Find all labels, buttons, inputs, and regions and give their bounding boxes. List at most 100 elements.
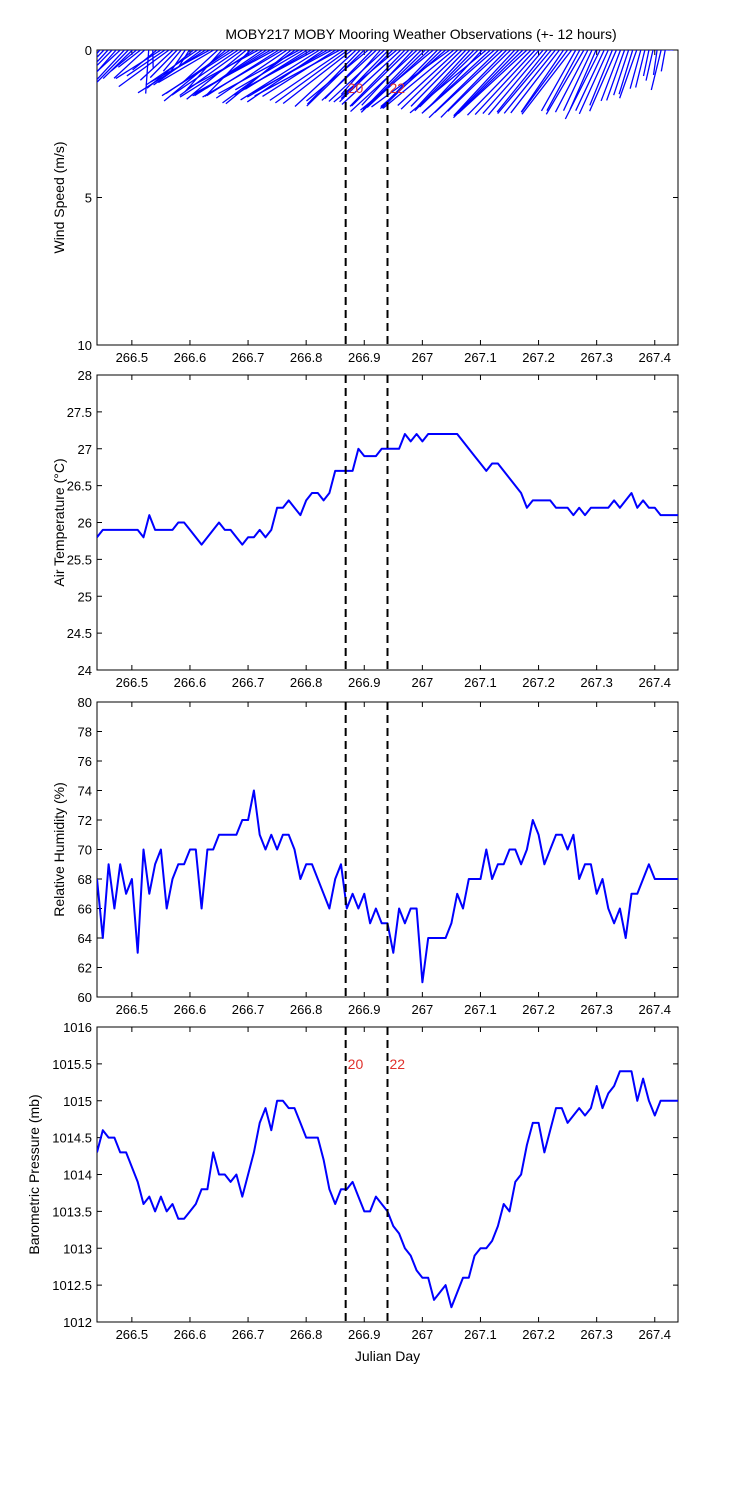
wind-stick <box>118 50 170 88</box>
y-tick-label: 66 <box>78 902 92 917</box>
x-axis-label: Julian Day <box>355 1348 420 1364</box>
x-tick-label: 267.1 <box>464 675 497 690</box>
x-tick-label: 266.7 <box>232 1002 265 1017</box>
wind-stick <box>496 50 548 113</box>
wind-stick <box>215 50 288 99</box>
wind-stick <box>380 50 447 108</box>
wind-stick <box>440 50 508 118</box>
y-tick-label: 60 <box>78 990 92 1005</box>
panel-3: 266.5 266.6 266.7 266.8 266.9 267 267.1 267.2 26… <box>51 695 679 1017</box>
x-tick-label: 266.6 <box>174 1327 207 1342</box>
wind-stick <box>382 50 455 109</box>
marker-label: 20 <box>348 1056 364 1072</box>
plot-area <box>97 433 678 546</box>
wind-stick <box>350 50 418 113</box>
x-tick-label: 266.6 <box>174 675 207 690</box>
wind-stick <box>360 50 434 111</box>
panel-2: 266.5 266.6 266.7 266.8 266.9 267 267.1 267.2 26… <box>51 368 679 690</box>
y-tick-label: 25 <box>78 589 92 604</box>
y-tick-label: 26.5 <box>67 479 92 494</box>
wind-stick <box>333 50 398 103</box>
wind-stick <box>163 50 227 102</box>
plot-area <box>97 50 674 120</box>
wind-stick <box>520 50 565 113</box>
wind-stick <box>562 50 593 111</box>
wind-stick <box>306 50 369 102</box>
x-tick-label: 266.8 <box>290 1002 323 1017</box>
x-tick-label: 267.1 <box>464 350 497 365</box>
wind-stick <box>400 50 463 110</box>
y-tick-label: 27 <box>78 442 92 457</box>
x-tick-label: 267 <box>412 350 434 365</box>
data-line <box>97 433 678 546</box>
y-tick-label: 1013 <box>63 1241 92 1256</box>
y-tick-label: 1015.5 <box>52 1057 92 1072</box>
wind-stick <box>618 50 634 95</box>
x-tick-label: 266.7 <box>232 675 265 690</box>
x-tick-label: 266.9 <box>348 675 381 690</box>
wind-stick <box>157 50 215 84</box>
wind-stick <box>434 50 503 114</box>
wind-stick <box>613 50 630 96</box>
wind-stick <box>466 50 532 116</box>
wind-stick <box>117 50 141 68</box>
wind-stick <box>629 50 642 89</box>
wind-stick <box>193 50 276 95</box>
wind-stick <box>664 50 674 51</box>
wind-stick <box>417 50 471 107</box>
x-tick-label: 267.1 <box>464 1327 497 1342</box>
wind-stick <box>650 50 662 91</box>
wind-stick <box>645 50 654 81</box>
wind-stick <box>269 50 345 101</box>
wind-stick <box>447 50 512 112</box>
wind-stick <box>275 50 349 104</box>
wind-stick <box>97 50 117 73</box>
wind-stick <box>349 50 406 107</box>
x-tick-label: 267.4 <box>638 675 671 690</box>
wind-stick <box>306 50 361 105</box>
x-tick-label: 266.9 <box>348 1002 381 1017</box>
y-tick-label: 5 <box>85 191 92 206</box>
wind-stick <box>503 50 556 114</box>
x-tick-label: 267.3 <box>580 1327 613 1342</box>
wind-stick <box>218 50 300 95</box>
wind-stick <box>321 50 377 101</box>
x-tick-label: 266.5 <box>116 675 149 690</box>
wind-stick <box>474 50 536 115</box>
y-tick-label: 1012 <box>63 1315 92 1330</box>
x-tick-label: 267.3 <box>580 675 613 690</box>
wind-stick <box>181 50 219 84</box>
y-tick-label: 24.5 <box>67 626 92 641</box>
panel-4: 266.5 266.6 266.7 266.8 266.9 267 267.1 267.2 26… <box>26 1020 679 1364</box>
wind-stick <box>660 50 670 51</box>
wind-stick <box>202 50 284 98</box>
y-tick-label: 70 <box>78 843 92 858</box>
wind-stick <box>540 50 577 112</box>
wind-stick <box>410 50 467 107</box>
y-axis-label: Air Temperature (°C) <box>51 458 67 586</box>
wind-stick <box>521 50 573 115</box>
wind-stick <box>328 50 386 102</box>
y-tick-label: 1013.5 <box>52 1204 92 1219</box>
wind-stick <box>482 50 540 115</box>
wind-stick <box>161 50 235 97</box>
wind-stick <box>171 50 239 96</box>
x-tick-label: 266.6 <box>174 1002 207 1017</box>
wind-stick <box>262 50 337 97</box>
wind-stick <box>554 50 589 113</box>
wind-stick <box>545 50 585 115</box>
wind-stick <box>115 50 162 80</box>
wind-stick <box>589 50 613 106</box>
wind-stick <box>575 50 605 111</box>
x-tick-label: 266.5 <box>116 1002 149 1017</box>
wind-stick <box>642 50 650 77</box>
wind-stick <box>569 50 597 110</box>
x-tick-label: 267.4 <box>638 350 671 365</box>
wind-stick <box>184 50 223 93</box>
wind-stick <box>351 50 410 107</box>
x-tick-label: 266.9 <box>348 1327 381 1342</box>
y-tick-label: 74 <box>78 784 92 799</box>
x-tick-label: 267.4 <box>638 1327 671 1342</box>
wind-stick <box>97 50 105 59</box>
